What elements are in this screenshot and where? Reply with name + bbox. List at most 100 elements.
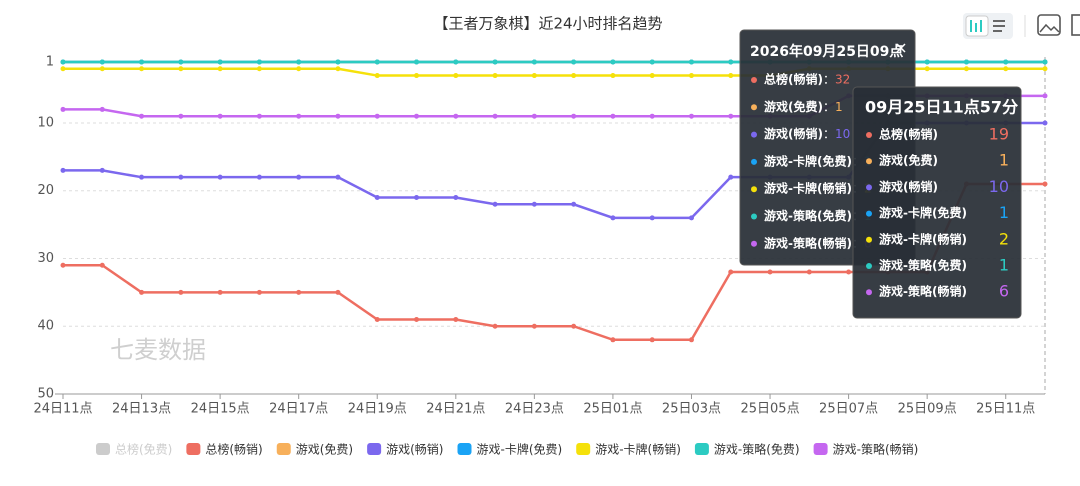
y-tick-label: 30 — [37, 251, 54, 266]
tooltip-name: 总榜(畅销) — [879, 127, 938, 142]
legend-swatch — [457, 443, 472, 455]
point — [649, 337, 655, 343]
x-tick-label: 24日23点 — [505, 402, 564, 417]
point — [610, 215, 616, 221]
legend-swatch — [694, 443, 709, 455]
point — [374, 113, 380, 119]
tooltip-name: 游戏-策略(畅销) — [764, 235, 852, 250]
point — [374, 59, 380, 65]
legend-label: 游戏-卡牌(免费) — [477, 442, 563, 457]
tooltip-dot — [751, 186, 757, 193]
tooltip-value: 6 — [999, 282, 1009, 301]
tooltip-name: 游戏-卡牌(免费) — [879, 205, 967, 220]
point — [1042, 66, 1048, 72]
point — [571, 323, 577, 329]
tooltip-name: 游戏-卡牌(畅销) — [764, 181, 852, 196]
point — [99, 59, 105, 65]
point — [178, 174, 184, 180]
point — [139, 113, 145, 119]
point — [492, 73, 498, 79]
tooltip-dot — [866, 263, 872, 269]
point — [374, 73, 380, 79]
point — [571, 201, 577, 207]
point — [99, 167, 105, 173]
tooltip-name: 游戏-卡牌(畅销) — [879, 231, 967, 246]
x-tick-label: 24日21点 — [426, 402, 485, 417]
legend-label: 游戏(畅销) — [386, 443, 443, 457]
point — [374, 316, 380, 322]
tooltip-dot — [751, 77, 757, 83]
tooltip-value: 2 — [999, 229, 1009, 248]
x-tick-label: 25日01点 — [583, 402, 642, 417]
point — [492, 59, 498, 65]
point — [492, 201, 498, 207]
tooltip-box — [852, 86, 1022, 319]
point — [767, 269, 773, 275]
point — [453, 113, 459, 119]
legend-label: 游戏(免费) — [296, 442, 353, 457]
legend-swatch — [367, 443, 382, 455]
tooltip-name: 游戏-策略(免费) — [764, 208, 852, 223]
x-tick-label: 24日19点 — [348, 402, 407, 417]
point — [728, 73, 734, 79]
point — [217, 59, 223, 65]
tooltip-value: 10 — [989, 177, 1009, 196]
point — [649, 59, 655, 65]
list-glyph[interactable] — [993, 20, 1005, 32]
tooltip-value: 1 — [999, 256, 1009, 275]
point — [1042, 120, 1048, 126]
legend-swatch — [186, 443, 201, 455]
point — [99, 106, 105, 112]
point — [414, 73, 420, 79]
point — [571, 59, 577, 65]
point — [139, 174, 145, 180]
legend-label: 游戏-策略(免费) — [714, 442, 800, 457]
point — [688, 113, 694, 119]
tooltip-value: 10 — [835, 127, 850, 141]
x-tick-label: 25日11点 — [976, 402, 1035, 417]
tooltip-dot — [866, 132, 872, 138]
point — [688, 337, 694, 343]
point — [335, 113, 341, 119]
x-tick-label: 24日15点 — [191, 402, 250, 417]
point — [217, 66, 223, 72]
point — [414, 195, 420, 201]
point — [571, 73, 577, 79]
tooltip-dot — [866, 158, 872, 165]
tooltip-name: 游戏-策略(免费) — [879, 258, 967, 273]
image-glyph — [1039, 23, 1060, 33]
point — [60, 262, 66, 268]
point — [99, 262, 105, 268]
y-tick-label: 20 — [37, 183, 54, 198]
point — [217, 174, 223, 180]
point — [60, 167, 66, 173]
bar-glyph — [970, 20, 982, 32]
point — [414, 113, 420, 119]
tooltip-dot — [751, 158, 757, 165]
point — [178, 113, 184, 119]
point — [296, 66, 302, 72]
legend-label: 总榜(畅销) — [205, 442, 262, 457]
tooltip-title: 2026年09月25日09点 — [750, 43, 903, 60]
point — [139, 66, 145, 72]
legend-swatch — [813, 443, 828, 455]
point — [688, 59, 694, 65]
point — [728, 174, 734, 180]
point — [296, 289, 302, 295]
more-icon[interactable] — [1071, 14, 1080, 36]
tooltip-close[interactable] — [896, 43, 906, 53]
image-icon[interactable] — [1037, 14, 1061, 36]
legend-swatch — [276, 443, 291, 455]
tooltip-dot — [866, 210, 872, 217]
legend-swatch — [576, 443, 591, 455]
tooltip-name: 游戏(免费) — [879, 153, 938, 168]
point — [492, 323, 498, 329]
point — [728, 113, 734, 119]
point — [688, 73, 694, 79]
point — [649, 113, 655, 119]
point — [60, 66, 66, 72]
point — [178, 66, 184, 72]
point — [256, 289, 262, 295]
point — [414, 59, 420, 65]
